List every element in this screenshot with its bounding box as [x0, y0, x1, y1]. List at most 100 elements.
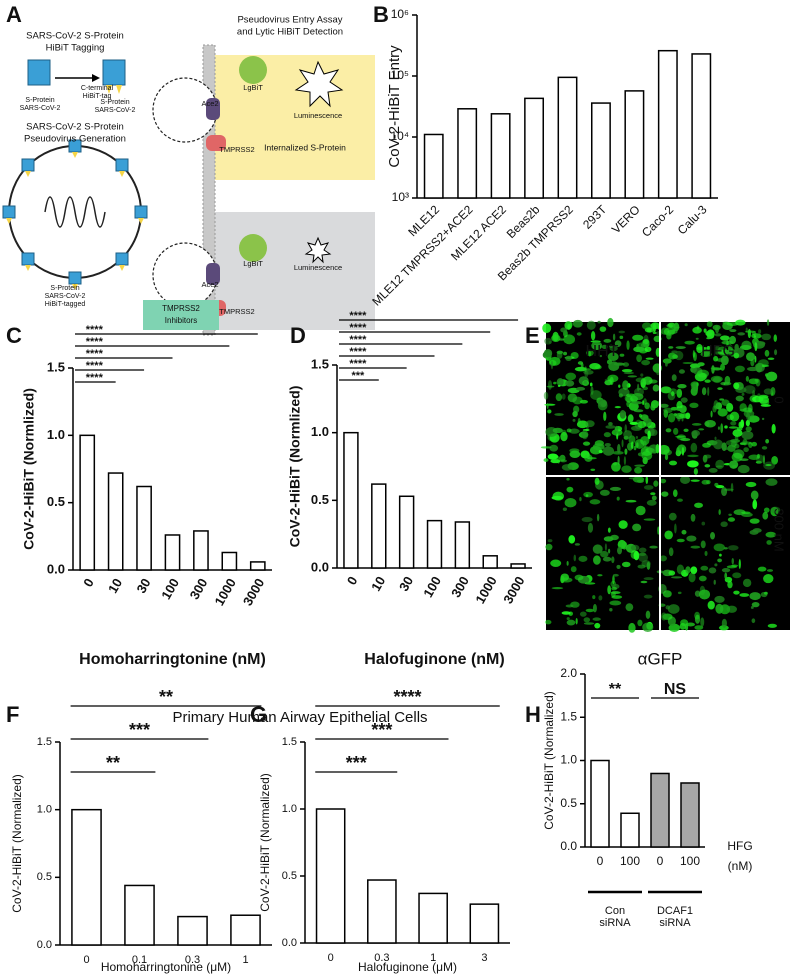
cell-signal — [642, 376, 653, 385]
diagram-label: Inhibitors — [165, 316, 197, 325]
cell-signal — [642, 386, 648, 391]
cell-signal — [688, 572, 696, 583]
cell-signal — [547, 380, 553, 390]
cell-signal — [592, 544, 603, 554]
cell-signal — [765, 478, 778, 486]
cell-signal — [623, 456, 627, 466]
cell-signal — [706, 337, 711, 340]
panel-label: C — [6, 323, 22, 348]
cell-signal — [547, 539, 553, 543]
x-tick-label: 100 — [620, 854, 640, 868]
cell-signal — [773, 334, 778, 342]
cell-signal — [675, 346, 686, 349]
cell-signal — [762, 454, 765, 465]
cell-signal — [721, 442, 727, 451]
cell-signal — [701, 521, 706, 526]
cell-signal — [651, 495, 657, 501]
cell-signal — [628, 477, 641, 480]
cell-signal — [721, 486, 728, 497]
significance-label: **** — [349, 334, 367, 346]
hibit-tag — [25, 265, 31, 271]
x-tick-label: 30 — [396, 574, 416, 594]
x-axis-label: HFG — [727, 839, 752, 853]
tmprss2 — [206, 135, 226, 151]
cell-signal — [714, 595, 725, 603]
cell-signal — [762, 511, 769, 520]
cell-signal — [576, 420, 589, 429]
cell-signal — [608, 422, 613, 426]
cell-signal — [625, 603, 634, 612]
group-label: siRNA — [599, 917, 631, 929]
chart-title: Primary Human Airway Epithelial Cells — [172, 709, 427, 726]
cell-signal — [619, 409, 626, 419]
y-tick-label: 0.0 — [47, 561, 65, 576]
significance-label: **** — [349, 346, 367, 358]
cell-signal — [561, 611, 571, 615]
cell-signal — [745, 426, 752, 432]
hibit-tag — [72, 284, 78, 290]
x-tick-label: 300 — [187, 576, 211, 602]
cell-signal — [684, 623, 689, 631]
hibit-tag — [25, 171, 31, 177]
cell-signal — [611, 461, 621, 472]
cell-signal — [576, 332, 582, 336]
s-protein — [115, 252, 129, 266]
cell-signal — [593, 555, 601, 565]
x-tick-label: 3000 — [240, 576, 267, 609]
diagram-label: LgBiT — [243, 83, 263, 92]
bar — [657, 49, 678, 199]
group-label: Con — [605, 905, 625, 917]
cell-signal — [764, 349, 770, 357]
cell-signal — [600, 550, 609, 558]
cell-signal — [717, 408, 728, 417]
cell-signal — [763, 388, 773, 395]
cell-signal — [576, 386, 586, 391]
cell-signal — [686, 535, 697, 542]
cell-signal — [603, 411, 607, 422]
cell-signal — [713, 543, 725, 552]
cell-signal — [713, 345, 721, 355]
cell-signal — [633, 346, 645, 353]
x-tick-label: 293T — [580, 202, 610, 232]
hibit-tag — [119, 265, 125, 271]
cell-signal — [728, 426, 738, 429]
cell-signal — [697, 362, 705, 367]
cell-signal — [676, 388, 683, 399]
cell-signal — [690, 566, 698, 575]
cell-signal — [544, 403, 556, 406]
cell-signal — [717, 387, 723, 391]
y-tick-label: 0.0 — [560, 839, 577, 853]
control-box — [215, 212, 375, 330]
cell-signal — [734, 365, 745, 373]
bar — [71, 808, 102, 946]
cell-signal — [543, 391, 549, 400]
cell-signal — [712, 405, 717, 413]
cell-signal — [770, 506, 781, 514]
cell-signal — [715, 465, 723, 468]
cell-signal — [746, 366, 759, 372]
cell-signal — [677, 383, 687, 389]
cell-signal — [555, 393, 563, 402]
cell-signal — [556, 351, 563, 359]
cell-signal — [581, 429, 589, 440]
cell-signal — [623, 371, 635, 375]
diagram-label: SARS-CoV-2 S-Protein — [26, 122, 124, 133]
cell-signal — [569, 321, 573, 327]
diagram-label: Ace2 — [201, 99, 218, 108]
cell-signal — [751, 601, 760, 608]
x-tick-label: 30 — [133, 576, 153, 596]
cell-signal — [579, 611, 587, 617]
y-tick-label: 1.5 — [282, 736, 297, 748]
bar — [418, 892, 448, 944]
cell-signal — [689, 402, 699, 409]
cell-signal — [741, 511, 751, 515]
cell-signal — [567, 393, 578, 403]
cell-signal — [635, 435, 639, 439]
ace2 — [206, 263, 220, 285]
significance-label: *** — [371, 720, 392, 740]
cell-signal — [602, 556, 612, 562]
x-tick-label: 0 — [83, 954, 89, 966]
bar — [426, 519, 443, 569]
cell-signal — [631, 401, 643, 405]
cell-signal — [587, 522, 594, 533]
